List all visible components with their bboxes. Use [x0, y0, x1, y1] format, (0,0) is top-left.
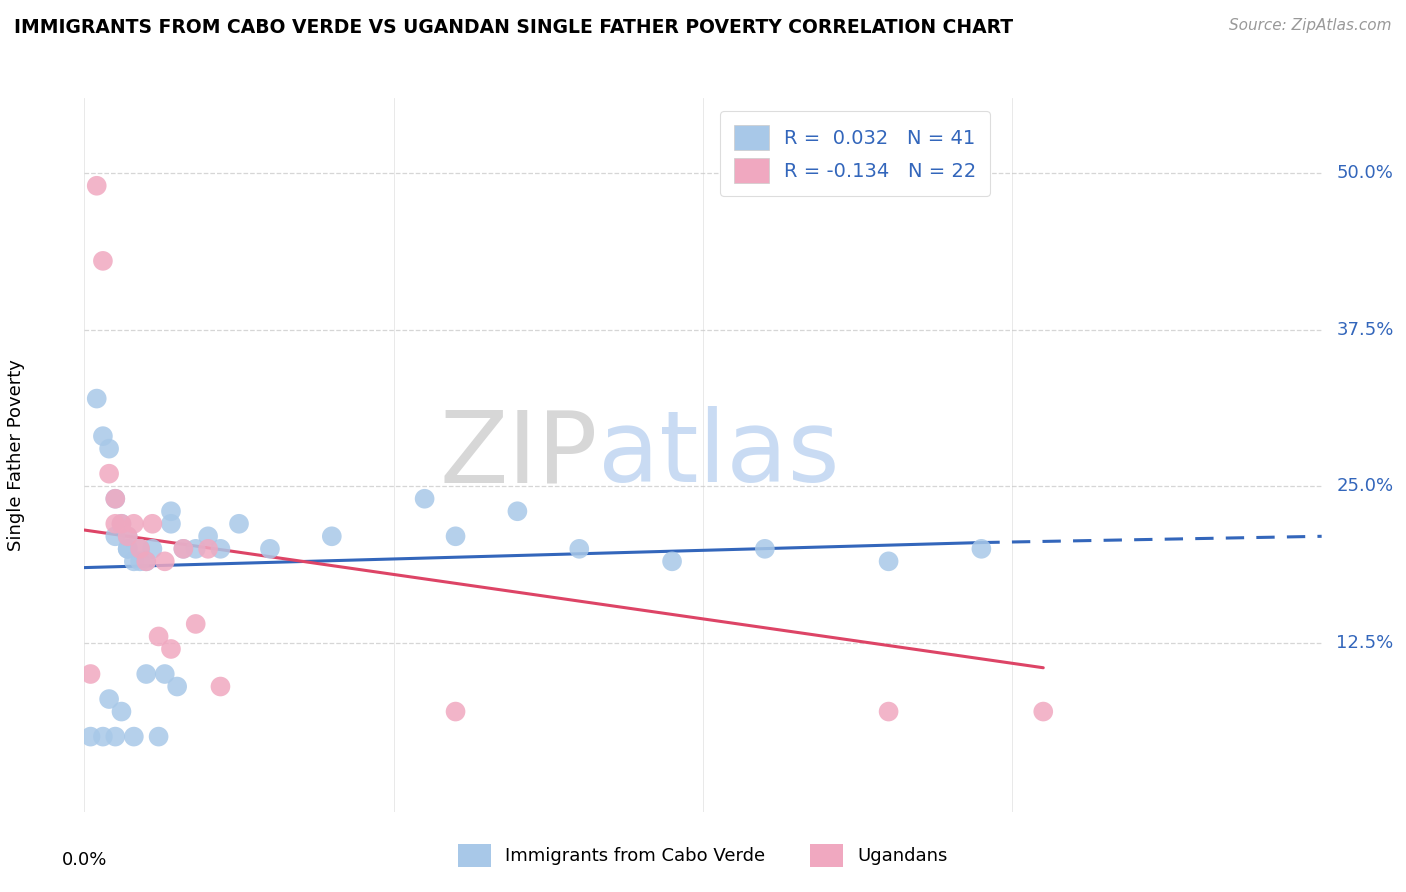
Point [661, 554, 683, 568]
Point [160, 516, 183, 531]
Point [166, 680, 188, 694]
Point [122, 554, 145, 568]
Point [413, 491, 436, 506]
Text: 12.5%: 12.5% [1337, 633, 1393, 652]
Point [79, 667, 101, 681]
Point [104, 491, 127, 506]
Point [970, 541, 993, 556]
Point [110, 516, 132, 531]
Point [117, 541, 139, 556]
Point [141, 516, 163, 531]
Point [135, 554, 157, 568]
Point [160, 504, 183, 518]
Point [122, 516, 145, 531]
Point [148, 630, 170, 644]
Point [148, 730, 170, 744]
Point [98, 442, 121, 456]
Text: 37.5%: 37.5% [1337, 321, 1393, 339]
Point [1032, 705, 1054, 719]
Point [129, 554, 152, 568]
Point [153, 667, 176, 681]
Point [104, 529, 127, 543]
Point [228, 516, 250, 531]
Point [153, 554, 176, 568]
Point [172, 541, 194, 556]
Point [321, 529, 343, 543]
Point [86, 392, 108, 406]
Point [141, 541, 163, 556]
Point [91, 730, 114, 744]
Point [104, 516, 127, 531]
Text: 0.0%: 0.0% [62, 851, 107, 869]
Point [209, 680, 232, 694]
Point [444, 529, 467, 543]
Point [98, 467, 121, 481]
Point [110, 705, 132, 719]
Legend: Immigrants from Cabo Verde, Ugandans: Immigrants from Cabo Verde, Ugandans [451, 837, 955, 874]
Point [197, 541, 219, 556]
Point [117, 541, 139, 556]
Point [129, 541, 152, 556]
Point [877, 554, 900, 568]
Point [568, 541, 591, 556]
Point [104, 730, 127, 744]
Point [122, 730, 145, 744]
Point [110, 516, 132, 531]
Text: 25.0%: 25.0% [1337, 477, 1393, 495]
Point [91, 429, 114, 443]
Point [98, 692, 121, 706]
Point [129, 541, 152, 556]
Point [877, 705, 900, 719]
Text: IMMIGRANTS FROM CABO VERDE VS UGANDAN SINGLE FATHER POVERTY CORRELATION CHART: IMMIGRANTS FROM CABO VERDE VS UGANDAN SI… [14, 18, 1014, 37]
Point [135, 667, 157, 681]
Point [135, 554, 157, 568]
Text: 50.0%: 50.0% [1337, 164, 1393, 182]
Point [79, 730, 101, 744]
Point [86, 178, 108, 193]
Point [754, 541, 776, 556]
Point [160, 642, 183, 657]
Text: atlas: atlas [598, 407, 839, 503]
Text: Source: ZipAtlas.com: Source: ZipAtlas.com [1229, 18, 1392, 33]
Point [506, 504, 529, 518]
Text: Single Father Poverty: Single Father Poverty [7, 359, 25, 551]
Point [184, 541, 207, 556]
Point [104, 491, 127, 506]
Point [444, 705, 467, 719]
Point [259, 541, 281, 556]
Point [184, 616, 207, 631]
Point [209, 541, 232, 556]
Point [197, 529, 219, 543]
Text: ZIP: ZIP [440, 407, 598, 503]
Point [91, 253, 114, 268]
Point [117, 529, 139, 543]
Point [117, 529, 139, 543]
Point [172, 541, 194, 556]
